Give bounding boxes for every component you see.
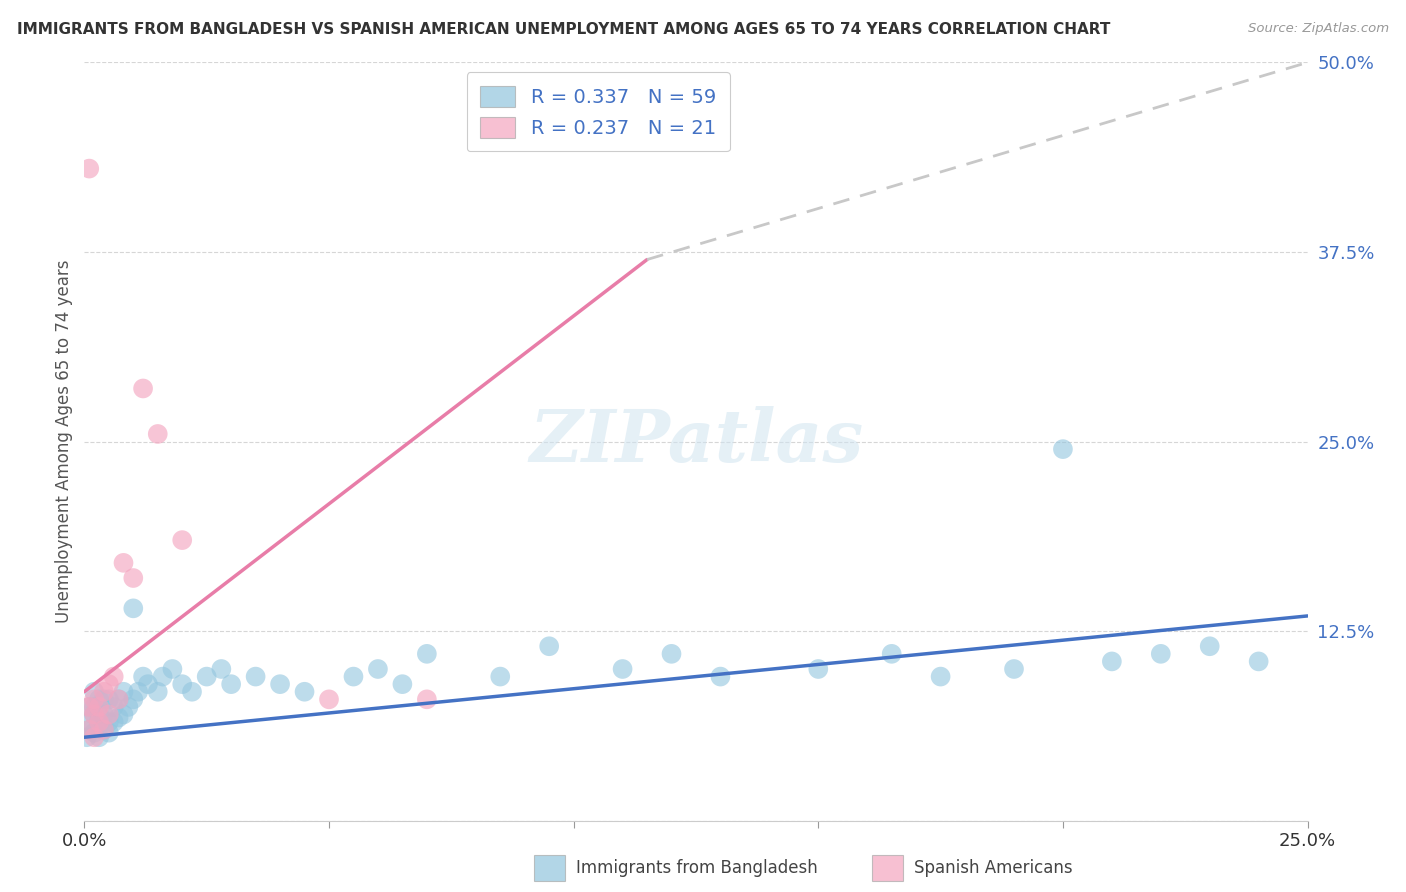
Point <box>112 707 135 722</box>
Point <box>93 723 115 737</box>
Point <box>77 715 100 730</box>
Point <box>83 685 105 699</box>
Text: Spanish Americans: Spanish Americans <box>914 859 1073 877</box>
Point <box>318 692 340 706</box>
Point <box>76 730 98 744</box>
Point <box>172 533 194 548</box>
Point <box>172 677 194 691</box>
Point <box>219 677 242 691</box>
Point <box>97 692 120 706</box>
Point <box>661 647 683 661</box>
Point <box>103 669 125 683</box>
Point <box>880 647 903 661</box>
Point <box>136 677 159 691</box>
Point <box>1150 647 1173 661</box>
Point <box>93 707 115 722</box>
Point <box>107 692 129 706</box>
Point <box>181 685 204 699</box>
Point <box>83 730 105 744</box>
Point <box>489 669 512 683</box>
Point <box>103 715 125 730</box>
Point <box>97 715 120 730</box>
Point <box>97 707 120 722</box>
Point <box>87 715 110 730</box>
Point <box>83 725 105 739</box>
Point <box>209 662 232 676</box>
Point <box>112 685 135 699</box>
Point <box>709 669 731 683</box>
Point <box>77 723 100 737</box>
Point <box>162 662 184 676</box>
Point <box>294 685 316 699</box>
Point <box>342 669 364 683</box>
Point <box>1002 662 1025 676</box>
Point <box>132 382 155 396</box>
Point <box>929 669 952 683</box>
Point <box>87 730 110 744</box>
Point <box>391 677 413 691</box>
Point <box>87 692 110 706</box>
Point <box>112 556 135 570</box>
Point <box>807 662 830 676</box>
Point <box>83 707 105 722</box>
Point <box>122 692 145 706</box>
Point <box>97 725 120 739</box>
Point <box>83 699 105 714</box>
Point <box>146 427 169 442</box>
Point <box>93 723 115 737</box>
Point <box>97 677 120 691</box>
Point <box>107 710 129 724</box>
Text: ZIPatlas: ZIPatlas <box>529 406 863 477</box>
Text: Source: ZipAtlas.com: Source: ZipAtlas.com <box>1249 22 1389 36</box>
Point <box>132 669 155 683</box>
Text: IMMIGRANTS FROM BANGLADESH VS SPANISH AMERICAN UNEMPLOYMENT AMONG AGES 65 TO 74 : IMMIGRANTS FROM BANGLADESH VS SPANISH AM… <box>17 22 1111 37</box>
Text: Immigrants from Bangladesh: Immigrants from Bangladesh <box>576 859 818 877</box>
Point <box>1247 655 1270 669</box>
Point <box>107 692 129 706</box>
Point <box>416 692 439 706</box>
Point <box>87 707 110 722</box>
Point <box>117 699 139 714</box>
Point <box>93 685 115 699</box>
Y-axis label: Unemployment Among Ages 65 to 74 years: Unemployment Among Ages 65 to 74 years <box>55 260 73 624</box>
Point <box>195 669 218 683</box>
Point <box>538 639 561 653</box>
Point <box>83 707 105 722</box>
Point <box>1101 655 1123 669</box>
Point <box>87 715 110 730</box>
Point <box>77 699 100 714</box>
Point <box>1052 442 1074 457</box>
Point <box>269 677 291 691</box>
Point <box>127 685 149 699</box>
Point <box>93 692 115 706</box>
Point <box>87 699 110 714</box>
Point <box>152 669 174 683</box>
Point <box>612 662 634 676</box>
Point <box>416 647 439 661</box>
Point <box>77 161 100 176</box>
Point <box>77 699 100 714</box>
Point <box>122 571 145 585</box>
Point <box>146 685 169 699</box>
Point <box>122 601 145 615</box>
Point <box>103 699 125 714</box>
Point <box>367 662 389 676</box>
Legend: R = 0.337   N = 59, R = 0.237   N = 21: R = 0.337 N = 59, R = 0.237 N = 21 <box>467 72 730 152</box>
Point <box>83 692 105 706</box>
Point <box>245 669 267 683</box>
Point <box>1198 639 1220 653</box>
Point <box>77 723 100 737</box>
